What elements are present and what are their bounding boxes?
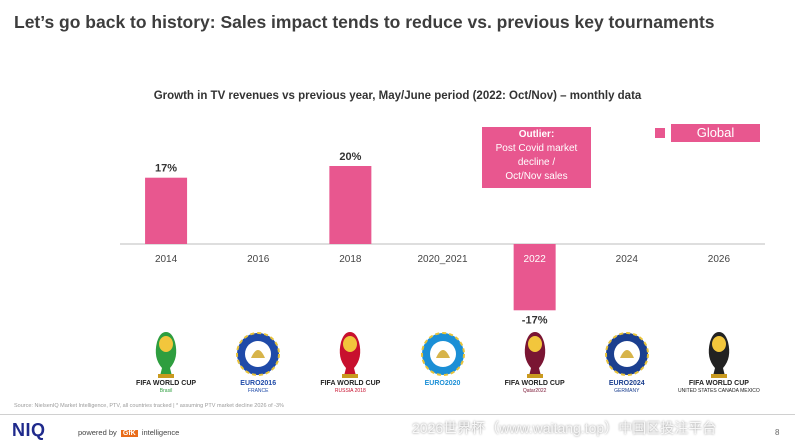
logo-subcaption: RUSSIA 2018 [334,388,366,394]
logo-subcaption: GERMANY [614,388,640,394]
logo-caption: EURO2020 [424,380,461,387]
legend-label-global: Global [671,124,760,142]
logo-subcaption: UNITED STATES CANADA MEXICO [678,388,760,394]
fifa-world-cup-2022-logo: FIFA WORLD CUP Qatar2022 [494,328,576,404]
x-tick-label-2014: 2014 [155,254,178,265]
bar-2022 [513,244,556,311]
chart-legend: Global [655,124,760,142]
legend-swatch [655,128,665,138]
data-label-2014: 17% [155,163,177,175]
gfk-logo: GfK [120,430,138,437]
outlier-line-2: decline / [517,157,556,168]
x-tick-label-2024: 2024 [616,254,639,265]
outlier-line-3: Oct/Nov sales [505,171,568,182]
logo-caption: FIFA WORLD CUP [688,380,749,387]
logo-caption: FIFA WORLD CUP [136,380,197,387]
data-label-2022: -17% [522,314,548,326]
outlier-line-1: Post Covid market [495,143,578,154]
x-tick-label-2026: 2026 [708,254,731,265]
bar-2014 [145,177,188,244]
x-tick-label-2016: 2016 [247,254,270,265]
bar-2018 [329,166,372,244]
logo-subcaption: FRANCE [247,388,269,394]
logo-subcaption: Brasil [159,388,173,394]
logo-caption: EURO2016 [240,380,277,387]
niq-logo: NIQ [12,420,46,440]
slide-title: Let’s go back to history: Sales impact t… [14,12,715,32]
page-number: 8 [775,428,780,437]
chart-title: Growth in TV revenues vs previous year, … [153,90,642,102]
logo-subcaption: Qatar2022 [522,388,547,394]
source-note: Source: NielsenIQ Market Intelligence, P… [14,403,284,409]
x-tick-label-2020_2021: 2020_2021 [417,254,467,265]
powered-by: powered by GfK intelligence [78,428,179,437]
powered-by-prefix: powered by [78,428,117,437]
powered-by-suffix: intelligence [141,428,180,437]
footer-divider [0,414,795,415]
x-tick-label-2022: 2022 [524,254,547,265]
outlier-annotation: Outlier: Post Covid market decline / Oct… [482,127,591,188]
logo-caption: FIFA WORLD CUP [320,380,381,387]
euro-2024-logo: EURO2024 GERMANY [586,328,668,404]
data-label-2018: 20% [339,151,361,163]
logo-caption: FIFA WORLD CUP [504,380,565,387]
euro-2020-logo: EURO2020 [402,328,484,404]
euro-2016-logo: EURO2016 FRANCE [217,328,299,404]
watermark-text: 2026世界杯（www.waitang.top）中国区投注平台 [412,420,717,436]
x-tick-label-2018: 2018 [339,254,362,265]
outlier-heading: Outlier: [518,129,555,140]
fifa-world-cup-2014-logo: FIFA WORLD CUP Brasil [125,328,207,404]
fifa-world-cup-2026-logo: FIFA WORLD CUP UNITED STATES CANADA MEXIC… [678,328,760,404]
fifa-world-cup-2018-logo: FIFA WORLD CUP RUSSIA 2018 [309,328,391,404]
logo-caption: EURO2024 [608,380,645,387]
